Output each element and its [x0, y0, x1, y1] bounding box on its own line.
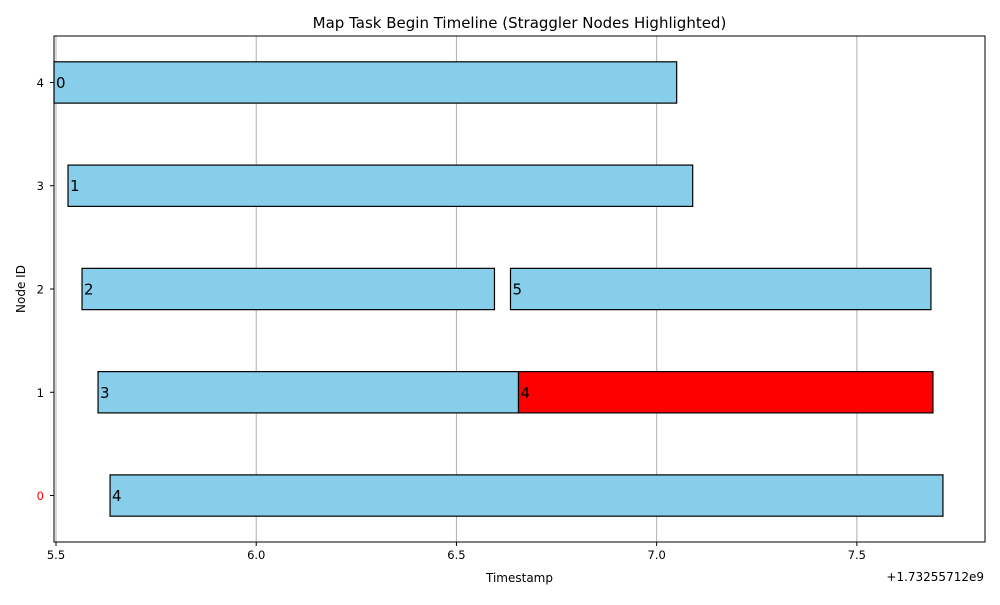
task-label: 3: [100, 384, 110, 402]
x-tick-label: 7.0: [647, 548, 665, 562]
task-bar: [109, 474, 944, 517]
task-label: 5: [512, 281, 522, 299]
chart-title: Map Task Begin Timeline (Straggler Nodes…: [313, 14, 727, 32]
task-label: 1: [70, 177, 80, 195]
task-label: 4: [520, 384, 530, 402]
y-tick-label: 3: [37, 179, 44, 193]
task-bar: [509, 267, 932, 311]
y-tick-label: 1: [37, 386, 44, 400]
y-tick-label: 0: [37, 489, 44, 503]
x-tick-label: 6.5: [447, 548, 465, 562]
x-axis-label: Timestamp: [485, 571, 553, 585]
y-tick-label: 2: [37, 283, 44, 297]
task-label: 0: [56, 74, 66, 92]
task-bar: [53, 61, 678, 104]
x-tick-label: 6.0: [247, 548, 265, 562]
task-label: 2: [84, 281, 94, 299]
task-label: 4: [112, 487, 122, 505]
bar-label-layer: 0 1 2 5 3 4 4: [56, 74, 530, 505]
x-axis-offset-label: +1.73255712e9: [886, 570, 984, 584]
bar-layer: [53, 61, 944, 517]
y-tick-label: 4: [37, 76, 44, 90]
task-bar-straggler: [517, 371, 934, 414]
x-tick-label: 5.5: [47, 548, 65, 562]
y-axis: 0 1 2 3 4: [37, 76, 54, 503]
task-bar: [67, 164, 694, 207]
x-tick-label: 7.5: [848, 548, 866, 562]
task-bar: [97, 371, 520, 414]
y-axis-label: Node ID: [14, 265, 28, 313]
x-axis: 5.5 6.0 6.5 7.0 7.5: [47, 542, 866, 562]
task-bar: [81, 267, 496, 311]
